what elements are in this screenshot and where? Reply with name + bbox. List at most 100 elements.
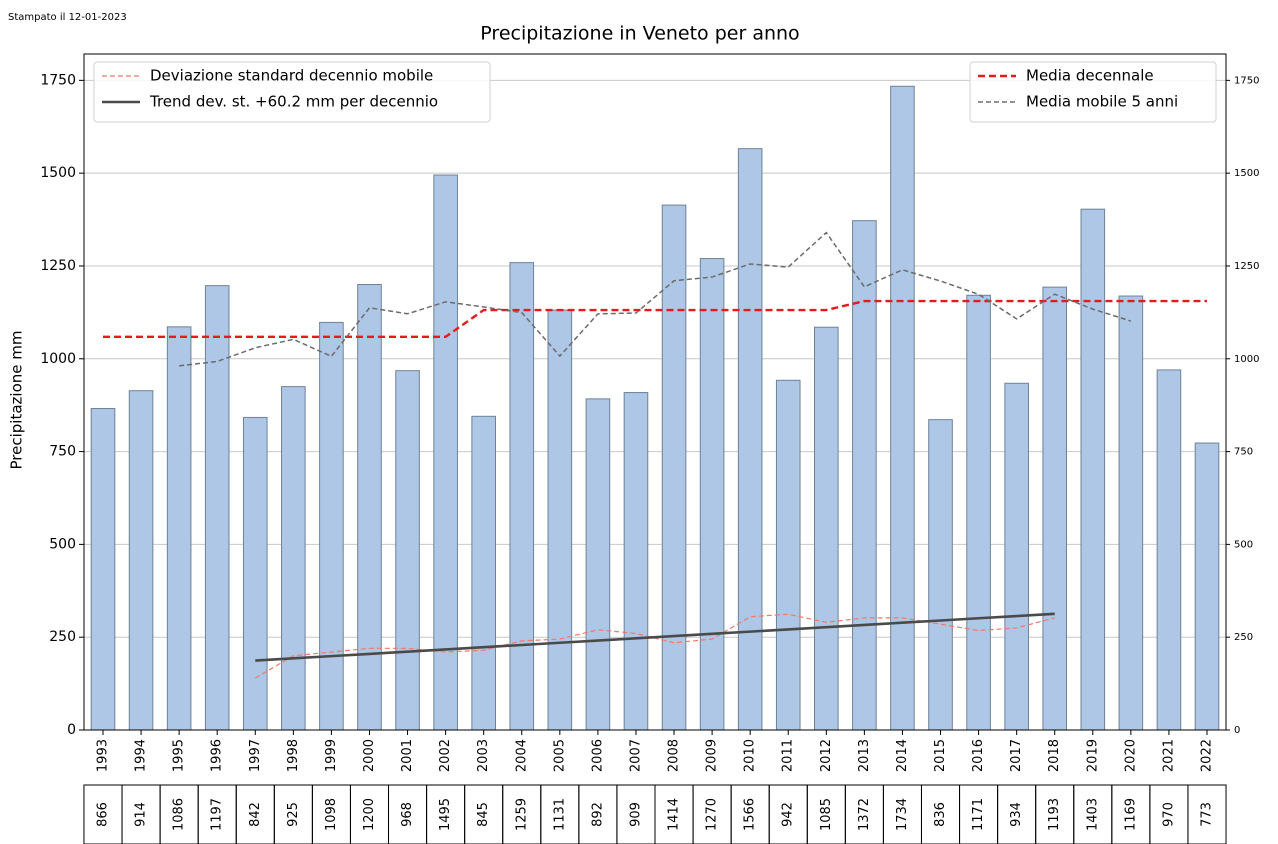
legend-box bbox=[969, 61, 1217, 123]
table-value: 866 bbox=[96, 802, 111, 827]
y-tick-label: 750 bbox=[49, 444, 76, 460]
bar bbox=[471, 415, 496, 731]
table-value: 1495 bbox=[438, 798, 453, 831]
x-tick-label: 2014 bbox=[895, 739, 910, 772]
bar bbox=[775, 379, 801, 731]
table-value: 1171 bbox=[971, 798, 986, 831]
bar bbox=[966, 294, 991, 731]
bar bbox=[623, 392, 649, 731]
x-tick-label: 2008 bbox=[667, 739, 682, 772]
x-tick-label: 2018 bbox=[1047, 739, 1062, 772]
x-tick-label: 2013 bbox=[857, 739, 872, 772]
bar bbox=[1194, 442, 1220, 731]
table-value: 1403 bbox=[1085, 798, 1100, 831]
bar bbox=[699, 258, 725, 731]
table-value: 925 bbox=[286, 802, 301, 827]
bar bbox=[128, 390, 154, 731]
y2-tick-label: 500 bbox=[1234, 539, 1253, 550]
bar bbox=[890, 85, 915, 731]
x-tick-label: 1998 bbox=[286, 739, 301, 772]
table-value: 845 bbox=[476, 802, 491, 827]
series-line bbox=[103, 299, 1207, 339]
table-value: 892 bbox=[590, 802, 605, 827]
legend-label: Deviazione standard decennio mobile bbox=[150, 67, 433, 85]
bar bbox=[1042, 286, 1068, 731]
bar bbox=[1080, 208, 1106, 731]
y2-tick-label: 0 bbox=[1234, 725, 1240, 736]
legend-label: Trend dev. st. +60.2 mm per decennio bbox=[149, 93, 438, 111]
x-tick-label: 2017 bbox=[1009, 739, 1024, 772]
y2-tick-label: 1250 bbox=[1234, 261, 1259, 272]
plot-frame bbox=[83, 53, 1227, 731]
y-tick-label: 500 bbox=[49, 536, 76, 552]
x-tick-label: 2005 bbox=[552, 739, 567, 772]
x-tick-label: 2021 bbox=[1161, 739, 1176, 772]
bar bbox=[166, 326, 192, 731]
table-value: 1086 bbox=[172, 798, 187, 831]
bar bbox=[357, 284, 382, 731]
table-value: 970 bbox=[1161, 802, 1176, 827]
x-tick-label: 2004 bbox=[514, 739, 529, 772]
print-note: Stampato il 12-01-2023 bbox=[8, 12, 127, 23]
x-tick-label: 2003 bbox=[476, 739, 491, 772]
bar bbox=[90, 408, 116, 731]
table-value: 968 bbox=[400, 802, 415, 827]
x-tick-label: 2022 bbox=[1200, 739, 1215, 772]
table-value: 1270 bbox=[705, 798, 720, 831]
x-tick-label: 2016 bbox=[971, 739, 986, 772]
x-tick-label: 1993 bbox=[96, 739, 111, 772]
legend-box bbox=[93, 61, 491, 123]
bar bbox=[737, 148, 763, 731]
x-tick-label: 2019 bbox=[1085, 739, 1100, 772]
table-value: 842 bbox=[248, 802, 263, 827]
table-value: 1372 bbox=[857, 798, 872, 831]
legend-label: Media mobile 5 anni bbox=[1026, 93, 1178, 111]
bar bbox=[319, 321, 344, 731]
x-tick-label: 2001 bbox=[400, 739, 415, 772]
x-tick-label: 2009 bbox=[705, 739, 720, 772]
y2-tick-label: 250 bbox=[1234, 632, 1253, 643]
y-tick-label: 250 bbox=[49, 629, 76, 645]
table-value: 1566 bbox=[743, 798, 758, 831]
table-value: 1193 bbox=[1047, 798, 1062, 831]
bar bbox=[433, 174, 458, 731]
x-tick-label: 2007 bbox=[628, 739, 643, 772]
table-value: 1200 bbox=[362, 798, 377, 831]
bar bbox=[1156, 369, 1182, 731]
x-tick-label: 2000 bbox=[362, 739, 377, 772]
x-tick-label: 2006 bbox=[590, 739, 605, 772]
bar bbox=[585, 398, 611, 731]
y-tick-label: 1000 bbox=[40, 351, 76, 367]
y2-tick-label: 1500 bbox=[1234, 168, 1259, 179]
table-value: 1098 bbox=[324, 798, 339, 831]
table-value: 1259 bbox=[514, 798, 529, 831]
y-tick-label: 1750 bbox=[40, 72, 76, 88]
table-value: 1734 bbox=[895, 798, 910, 831]
bar bbox=[395, 370, 420, 731]
bar bbox=[928, 419, 953, 731]
y-tick-label: 0 bbox=[67, 722, 76, 738]
table-value: 942 bbox=[781, 802, 796, 827]
bar bbox=[547, 309, 573, 731]
bar bbox=[204, 285, 230, 731]
y2-tick-label: 750 bbox=[1234, 447, 1253, 458]
x-tick-label: 1995 bbox=[172, 739, 187, 772]
y2-tick-label: 1000 bbox=[1234, 354, 1259, 365]
bar bbox=[242, 416, 268, 731]
x-tick-label: 2020 bbox=[1123, 739, 1138, 772]
x-tick-label: 2002 bbox=[438, 739, 453, 772]
table-value: 914 bbox=[134, 802, 149, 827]
bar bbox=[814, 326, 839, 731]
x-tick-label: 1997 bbox=[248, 739, 263, 772]
table-value: 1169 bbox=[1123, 798, 1138, 831]
x-tick-label: 1996 bbox=[210, 739, 225, 772]
x-tick-label: 2010 bbox=[743, 739, 758, 772]
table-value: 773 bbox=[1200, 802, 1215, 827]
table-value: 909 bbox=[628, 802, 643, 827]
bar bbox=[852, 220, 877, 731]
y-tick-label: 1500 bbox=[40, 165, 76, 181]
x-tick-label: 1994 bbox=[134, 739, 149, 772]
table-value: 934 bbox=[1009, 802, 1024, 827]
table-value: 1414 bbox=[667, 798, 682, 831]
